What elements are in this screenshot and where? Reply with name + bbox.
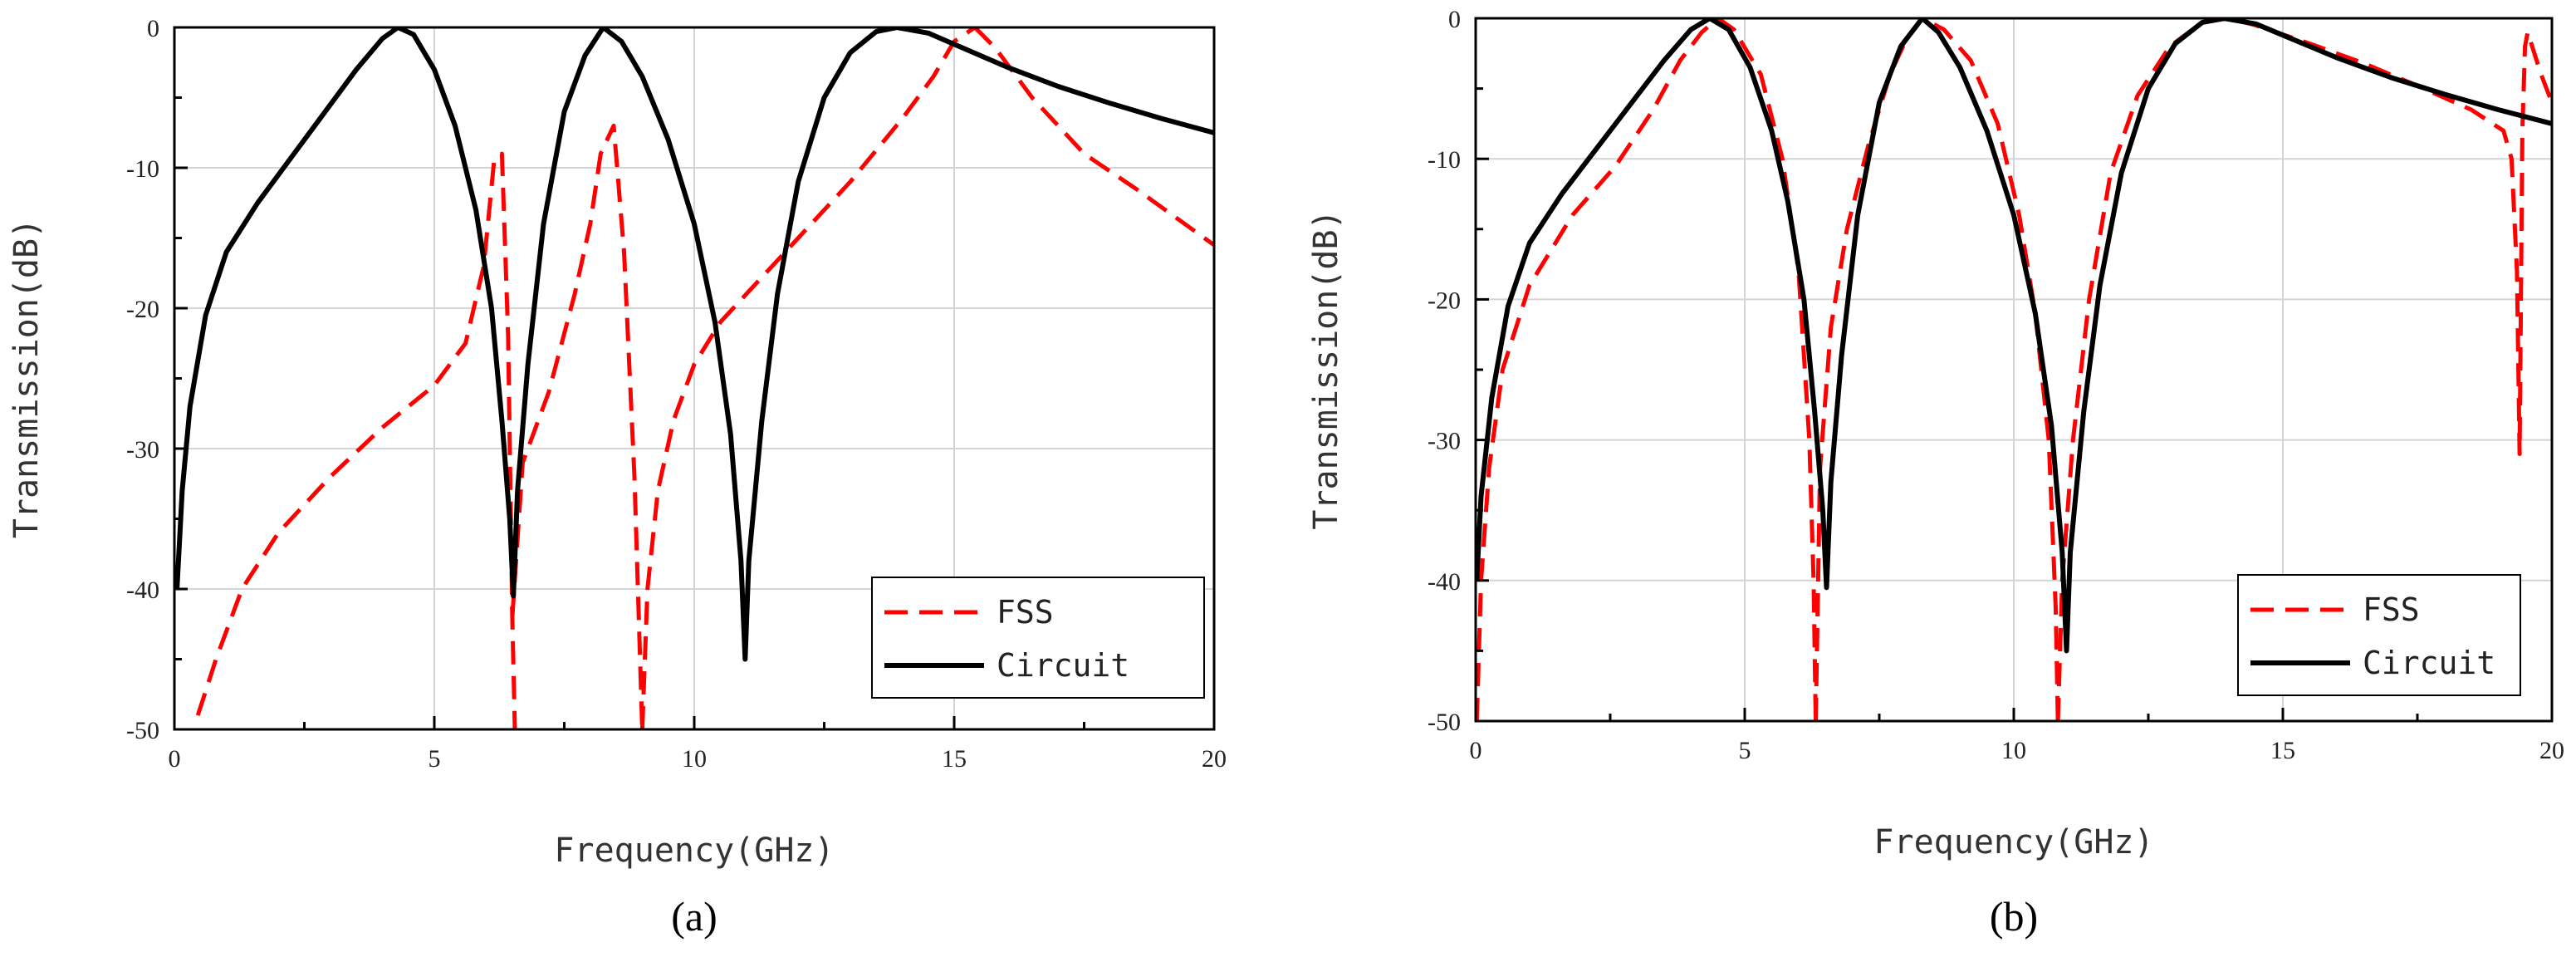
- x-tick-label: 5: [1739, 737, 1751, 764]
- x-tick-label: 20: [2539, 737, 2564, 764]
- panel-label: (a): [671, 893, 717, 940]
- x-axis-label: Frequency(GHz): [1873, 823, 2153, 861]
- y-tick-label: -30: [126, 436, 159, 464]
- series-circuit-line: [174, 27, 1214, 662]
- y-tick-label: -20: [1428, 287, 1461, 314]
- y-tick-label: -10: [1428, 146, 1461, 174]
- y-tick-label: -50: [126, 717, 159, 744]
- y-tick-label: 0: [1448, 6, 1461, 33]
- y-tick-label: -20: [126, 296, 159, 323]
- y-tick-label: -40: [1428, 568, 1461, 596]
- x-tick-label: 20: [1202, 745, 1227, 773]
- series-fss-segment: [1814, 18, 2060, 721]
- series-circuit-segment: [1476, 18, 2552, 654]
- x-tick-label: 10: [2001, 737, 2026, 764]
- x-tick-label: 10: [682, 745, 707, 773]
- legend-label-circuit: Circuit: [997, 647, 1129, 684]
- legend-label-fss: FSS: [2363, 591, 2420, 628]
- x-axis-label: Frequency(GHz): [554, 832, 834, 870]
- x-tick-label: 15: [2270, 737, 2295, 764]
- x-tick-label: 0: [1470, 737, 1482, 764]
- series-fss-segment: [639, 27, 977, 729]
- legend-box: [871, 577, 1205, 699]
- series-circuit-segment: [174, 27, 1214, 662]
- series-fss-segment: [1476, 18, 1818, 721]
- x-tick-label: 15: [942, 745, 967, 773]
- series-circuit-line: [1476, 18, 2552, 654]
- y-axis-label: Transmission(dB): [1307, 209, 1345, 529]
- legend: FSS Circuit: [2237, 574, 2521, 696]
- y-tick-label: -40: [126, 577, 159, 604]
- x-tick-label: 5: [429, 745, 441, 773]
- y-axis-label: Transmission(dB): [7, 218, 46, 538]
- legend-label-fss: FSS: [997, 594, 1054, 631]
- series-fss-segment: [973, 27, 1214, 248]
- series-fss-line: [195, 27, 1214, 729]
- legend: FSS Circuit: [871, 577, 1205, 699]
- y-tick-label: -10: [126, 155, 159, 183]
- y-tick-label: -50: [1428, 709, 1461, 736]
- series-fss-segment: [195, 151, 517, 729]
- chart-panel-a: 0 5 10 15 20 0 -10 -20 -30 -40 -50 Frequency(GHz) Tr…: [7, 15, 1227, 940]
- x-tick-label: 0: [169, 745, 181, 773]
- series-fss-segment: [510, 123, 644, 729]
- y-tick-label: 0: [147, 15, 159, 42]
- legend-label-circuit: Circuit: [2363, 645, 2495, 681]
- y-tick-label: -30: [1428, 428, 1461, 455]
- legend-box: [2237, 574, 2521, 696]
- panel-label: (b): [1990, 893, 2038, 940]
- chart-panel-b: 0 5 10 15 20 0 -10 -20 -30 -40 -50 Frequency(GHz) Tr…: [1307, 6, 2564, 940]
